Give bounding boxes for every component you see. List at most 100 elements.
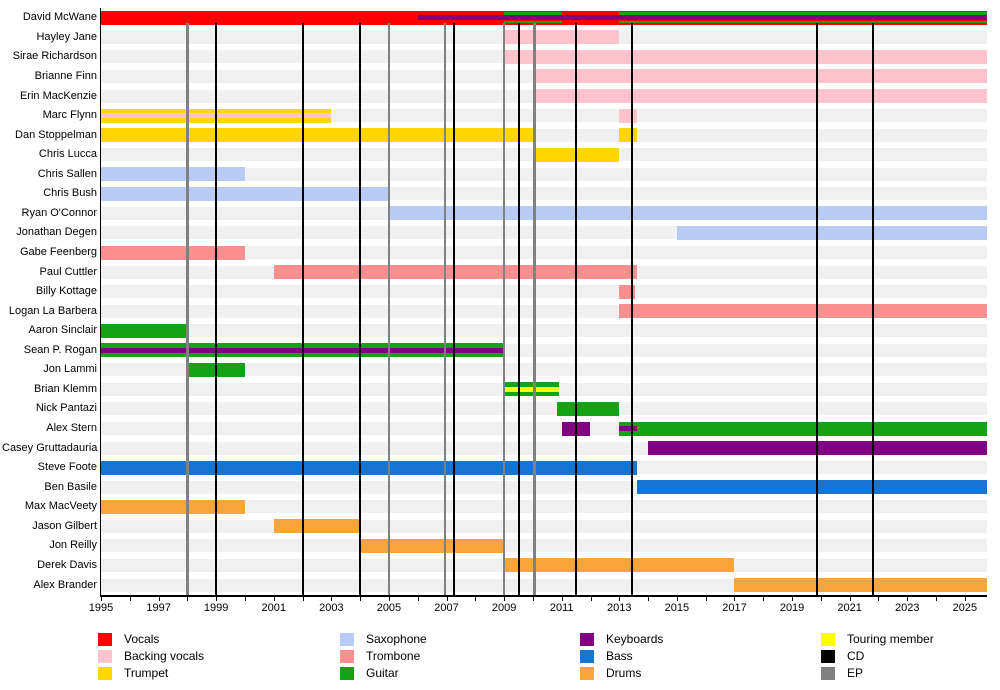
x-axis-tick [792,596,794,601]
legend-swatch-cd [821,650,835,663]
timeline-bar [504,30,620,45]
x-axis-tick-label: 1995 [88,602,114,614]
member-label: Logan La Barbera [8,304,97,317]
x-axis-tick [158,596,160,601]
timeline-bar-edge [619,20,987,24]
x-axis-tick [619,596,621,601]
release-line-cd [452,23,455,595]
timeline-bar [619,108,637,123]
timeline-bar [619,284,636,299]
x-axis-tick [187,596,189,601]
x-axis-tick-label: 2025 [952,602,978,614]
x-axis-tick-label: 2023 [894,602,920,614]
x-axis-tick [964,596,966,601]
member-label: Chris Lucca [38,148,97,161]
legend-label: EP [847,666,864,680]
timeline-bar-stripe [504,386,559,392]
member-label: Max MacVeety [24,500,97,513]
release-line-cd [359,23,362,595]
x-axis-tick [504,596,506,601]
timeline-bar [636,480,987,495]
legend-label: Drums [606,666,642,680]
timeline-bar [734,578,987,593]
legend-swatch-guitar [340,667,354,680]
x-axis-tick [590,596,592,601]
y-axis-line [99,8,101,595]
x-axis-tick-label: 2021 [837,602,862,614]
legend-swatch-trumpet [98,667,112,680]
timeline-bar [619,128,637,143]
timeline-bar [101,167,245,182]
timeline-bar-stripe [417,15,987,21]
x-axis-tick [273,596,275,601]
x-axis-tick-label: 2011 [549,602,574,614]
release-line-ep [186,23,189,595]
x-axis-tick [360,596,362,601]
legend-label: Saxophone [366,632,427,646]
x-axis-tick [936,596,938,601]
timeline-bar [101,499,245,514]
member-label: Jason Gilbert [32,519,97,532]
legend-swatch-saxophone [340,633,354,646]
legend-label: Vocals [124,632,160,646]
x-axis-tick [388,596,390,601]
x-axis-tick [561,596,563,601]
timeline-bar-edge [504,12,562,15]
timeline-bar [273,265,637,280]
row-background [101,402,987,416]
legend-label: Trombone [366,649,421,663]
legend-label: Backing vocals [124,649,205,663]
x-axis-tick [331,596,333,601]
x-axis-tick [532,596,534,601]
timeline-bar [676,225,987,240]
member-label: Ryan O'Connor [21,206,97,219]
x-axis-tick [648,596,650,601]
member-label: Derek Davis [37,558,97,571]
legend-label: Bass [606,649,633,663]
member-label: Brian Klemm [34,382,97,395]
timeline-bar [648,441,987,456]
timeline-bar-edge [619,12,987,15]
release-line-cd [631,23,634,595]
member-label: Sirae Richardson [12,50,97,63]
x-axis-line [99,595,987,597]
x-axis-tick [705,596,707,601]
x-axis-tick [763,596,765,601]
timeline-bar [101,186,389,201]
timeline-bar-stripe [619,426,637,432]
member-label: Gabe Feenberg [19,246,97,258]
x-axis-tick-label: 2019 [779,602,805,614]
x-axis-tick [878,596,880,601]
x-axis-tick [417,596,419,601]
x-axis-tick [216,596,218,601]
legend-label: Keyboards [606,632,664,646]
row-background [101,519,987,533]
row-background [101,167,987,181]
x-axis-tick [101,596,102,601]
member-label: Erin MacKenzie [19,89,97,102]
member-label: Hayley Jane [36,30,97,43]
timeline-bar [101,323,188,338]
x-axis-tick-label: 2015 [664,602,690,614]
member-label: Ben Basile [44,480,97,493]
timeline-bar [504,558,735,573]
legend-label: Trumpet [124,666,169,680]
x-axis-tick [676,596,678,601]
row-background [101,539,987,553]
member-label: Chris Bush [43,187,97,200]
x-axis-tick [820,596,822,601]
member-label: Jon Reilly [49,539,97,552]
release-line-cd [871,23,874,595]
member-label: Jon Lammi [43,363,97,376]
release-line-cd [575,23,578,595]
x-axis-tick-label: 2003 [319,602,344,614]
member-label: David McWane [22,11,97,24]
member-label: Casey Gruttadauria [2,441,98,454]
member-label: Steve Foote [37,461,97,474]
member-label: Brianne Finn [34,69,97,82]
member-label: Billy Kottage [35,285,97,298]
legend-swatch-drums [580,667,594,680]
release-line-ep [502,23,506,595]
member-label: Sean P. Rogan [23,343,97,356]
x-axis-tick-label: 1997 [146,602,171,614]
